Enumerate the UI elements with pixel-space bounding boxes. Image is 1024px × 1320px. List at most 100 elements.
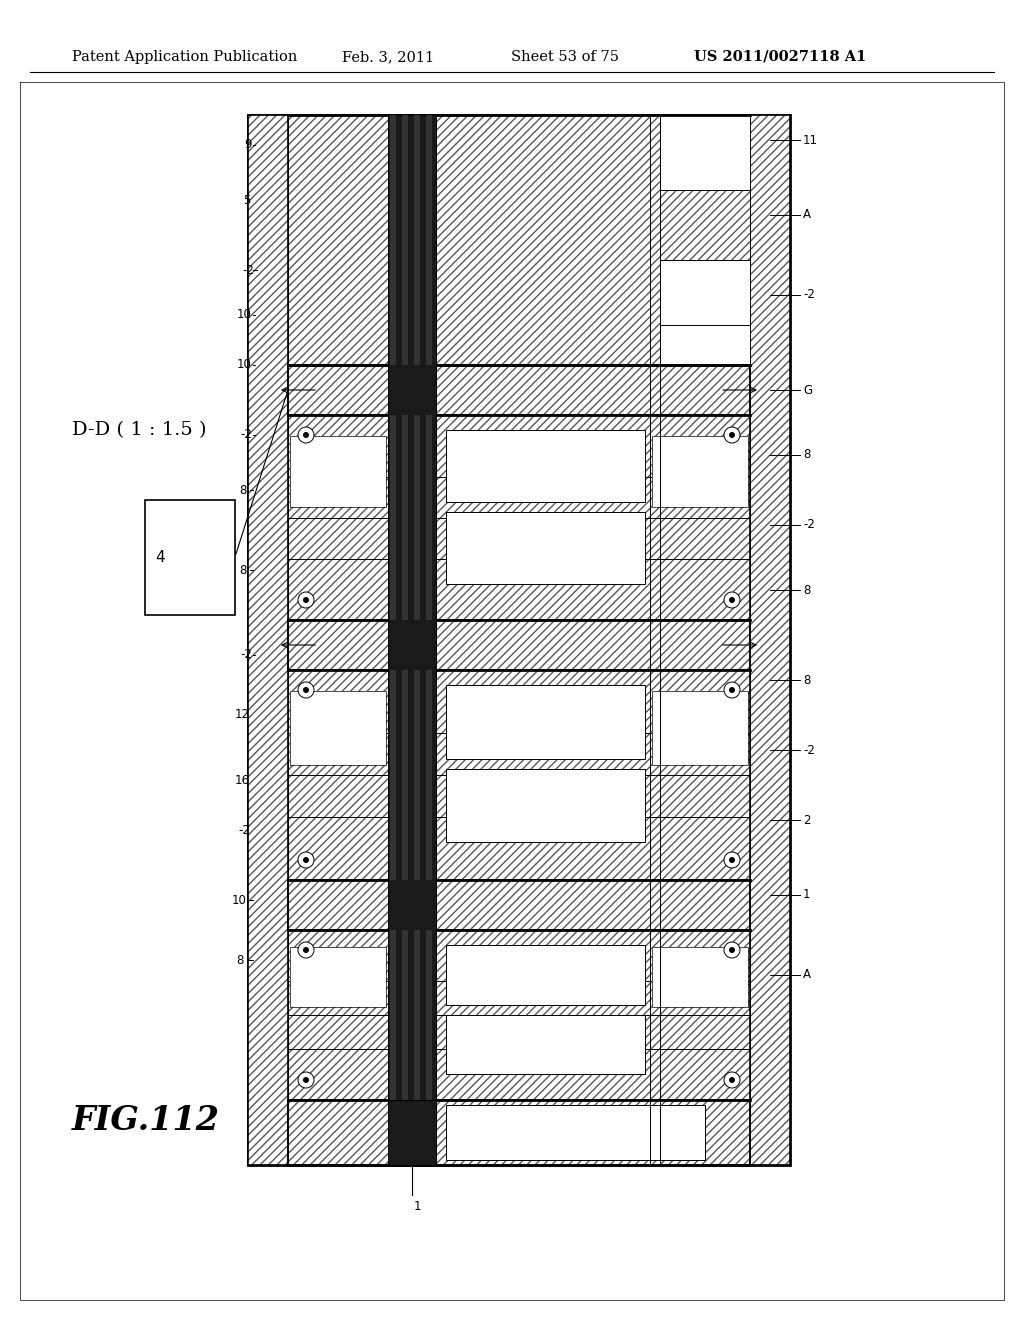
Text: 10: 10	[232, 894, 247, 907]
Bar	[436, 671, 650, 880]
Text: 10: 10	[238, 309, 252, 322]
Text: 8: 8	[803, 449, 810, 462]
Bar	[652, 690, 748, 764]
Bar	[388, 115, 436, 366]
Bar	[288, 931, 388, 1100]
Bar	[650, 931, 750, 1100]
Text: Patent Application Publication: Patent Application Publication	[72, 50, 297, 63]
Bar	[248, 115, 288, 1166]
Bar	[388, 1100, 436, 1166]
Bar	[652, 690, 748, 764]
Text: US 2011/0027118 A1: US 2011/0027118 A1	[694, 50, 866, 63]
Bar	[426, 115, 432, 366]
Bar	[290, 436, 386, 507]
Bar	[426, 414, 432, 620]
Text: 4: 4	[155, 549, 165, 565]
Circle shape	[303, 1077, 309, 1082]
Bar	[414, 115, 420, 366]
Text: -2: -2	[242, 264, 254, 276]
Bar	[388, 115, 436, 1166]
Circle shape	[303, 597, 309, 603]
Bar	[288, 115, 388, 366]
Bar	[446, 768, 645, 842]
Circle shape	[303, 432, 309, 438]
Bar	[288, 671, 388, 880]
Circle shape	[729, 432, 735, 438]
Text: -2: -2	[803, 743, 815, 756]
Bar	[288, 931, 750, 1100]
Bar	[650, 414, 750, 620]
Bar	[288, 880, 750, 931]
Bar	[436, 931, 650, 1100]
Bar	[288, 931, 388, 1100]
Circle shape	[298, 426, 314, 444]
Bar	[145, 500, 234, 615]
Bar	[390, 671, 396, 880]
Bar	[750, 115, 790, 1166]
Text: 16: 16	[234, 774, 250, 787]
Text: D-D ( 1 : 1.5 ): D-D ( 1 : 1.5 )	[72, 421, 207, 440]
Bar	[436, 931, 650, 1100]
Circle shape	[729, 946, 735, 953]
Bar	[660, 190, 750, 260]
Bar	[414, 414, 420, 620]
Bar	[288, 620, 750, 671]
Bar	[388, 1100, 436, 1166]
Bar	[660, 115, 750, 366]
Bar	[288, 1100, 750, 1166]
Text: A: A	[803, 209, 811, 222]
Bar	[446, 685, 645, 759]
Text: 1: 1	[414, 1200, 421, 1213]
Text: 8: 8	[240, 564, 247, 577]
Text: FIG.112: FIG.112	[72, 1104, 220, 1137]
Bar	[436, 414, 650, 620]
Circle shape	[298, 942, 314, 958]
Text: 2: 2	[803, 813, 811, 826]
Text: 8: 8	[803, 673, 810, 686]
Text: 9: 9	[245, 139, 252, 152]
Text: 5: 5	[243, 194, 250, 206]
Bar	[290, 946, 386, 1006]
Bar	[436, 115, 660, 366]
Bar	[388, 931, 436, 1100]
Bar	[288, 671, 388, 880]
Circle shape	[724, 591, 740, 609]
Circle shape	[303, 686, 309, 693]
Bar	[652, 436, 748, 507]
Circle shape	[298, 591, 314, 609]
Circle shape	[724, 426, 740, 444]
Bar	[288, 366, 750, 414]
Text: G: G	[803, 384, 812, 396]
Circle shape	[729, 1077, 735, 1082]
Bar	[426, 671, 432, 880]
Bar	[290, 690, 386, 764]
Bar	[436, 414, 650, 620]
Bar	[446, 1015, 645, 1074]
Bar	[446, 430, 645, 502]
Circle shape	[724, 942, 740, 958]
Circle shape	[298, 1072, 314, 1088]
Bar	[652, 946, 748, 1006]
Text: -2: -2	[803, 519, 815, 532]
Text: 8: 8	[237, 953, 244, 966]
Bar	[288, 620, 750, 671]
Bar	[388, 671, 436, 880]
Bar	[660, 190, 750, 260]
Circle shape	[729, 597, 735, 603]
Bar	[650, 414, 750, 620]
Bar	[652, 436, 748, 507]
Bar	[436, 671, 650, 880]
Circle shape	[724, 851, 740, 869]
Circle shape	[303, 857, 309, 863]
Bar	[650, 671, 750, 880]
Bar	[288, 1100, 750, 1166]
Bar	[288, 414, 750, 620]
Bar	[390, 414, 396, 620]
Bar	[248, 115, 288, 1166]
Circle shape	[303, 946, 309, 953]
Text: Feb. 3, 2011: Feb. 3, 2011	[342, 50, 434, 63]
Bar	[288, 671, 750, 880]
Bar	[288, 115, 750, 366]
Bar	[402, 414, 408, 620]
Bar	[290, 946, 386, 1006]
